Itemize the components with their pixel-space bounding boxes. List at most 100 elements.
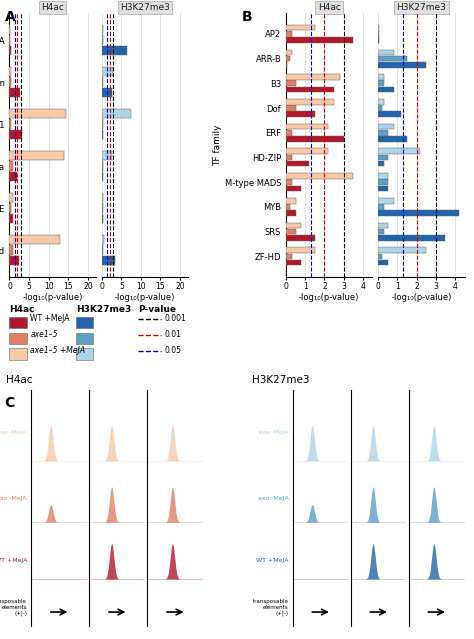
Bar [286,130,292,135]
Bar [9,109,66,118]
Bar [378,247,426,253]
Bar [286,229,296,235]
Bar [102,130,103,139]
Title: H3K27me3: H3K27me3 [396,3,447,12]
X-axis label: -log₁₀(p-value): -log₁₀(p-value) [299,293,359,302]
Text: H4ac: H4ac [6,375,33,385]
Text: H3K27me3: H3K27me3 [76,305,131,314]
Bar [378,37,379,43]
Bar [102,245,103,255]
Bar [102,119,103,129]
Title: H4ac: H4ac [318,3,341,12]
Bar [378,31,379,36]
Bar [378,62,426,68]
Text: 0.01: 0.01 [165,330,182,339]
Bar [378,136,407,142]
Bar [286,56,290,61]
Bar [378,235,446,241]
Bar [286,210,296,216]
Bar [102,256,116,265]
Bar [9,245,13,255]
Bar [378,99,384,105]
Bar [9,130,22,139]
Bar [286,99,334,105]
Bar [286,50,292,55]
Bar [9,172,18,181]
Bar [286,124,328,130]
Bar [286,148,328,154]
Bar [9,214,13,224]
Text: H3K27me3: H3K27me3 [252,375,310,385]
Text: axe -MeJA: axe -MeJA [0,430,27,435]
Bar [378,210,459,216]
Bar [378,56,407,61]
Bar [286,222,301,228]
Bar [9,35,10,45]
Title: H4ac: H4ac [41,3,64,12]
Bar [9,46,10,56]
Bar [378,130,388,135]
Text: axe -MeJA: axe -MeJA [258,430,289,435]
Bar [9,119,10,129]
Bar [378,161,384,167]
FancyBboxPatch shape [9,332,27,344]
Text: P-value: P-value [138,305,176,314]
FancyBboxPatch shape [9,317,27,328]
Bar [378,87,393,92]
Bar [9,256,19,265]
Bar [102,193,103,203]
Bar [9,67,11,77]
Bar [378,111,401,117]
Bar [378,148,420,154]
Bar [102,109,131,118]
Bar [102,235,104,244]
Bar [9,25,10,35]
FancyBboxPatch shape [9,348,27,360]
Y-axis label: TF family: TF family [213,125,222,166]
Bar [378,81,384,86]
Bar [102,161,103,171]
Bar [286,173,353,179]
Bar [102,172,103,181]
FancyBboxPatch shape [76,317,93,328]
Bar [286,25,315,31]
Bar [378,155,388,160]
Text: 0.001: 0.001 [165,314,187,323]
Bar [102,67,113,77]
Text: WT +MeJA: WT +MeJA [30,314,70,323]
Text: C: C [5,396,15,410]
Bar [286,198,296,204]
Bar [378,180,388,185]
Bar [286,247,315,253]
Bar [102,35,103,45]
Text: axe1–5: axe1–5 [30,330,58,339]
Bar [286,235,315,241]
Bar [9,203,11,213]
Bar [286,31,292,36]
Bar [9,88,20,98]
Bar [286,37,353,43]
Bar [102,88,111,98]
Text: axo -MeJA: axo -MeJA [258,496,289,501]
Text: H4ac: H4ac [9,305,35,314]
Bar [286,111,315,117]
Text: WT +MeJA: WT +MeJA [256,558,289,562]
Bar [378,173,388,179]
Bar [9,161,13,171]
Bar [286,155,292,160]
FancyBboxPatch shape [76,332,93,344]
Bar [9,151,64,160]
Text: transposable
elements
(+|-): transposable elements (+|-) [0,599,27,616]
Bar [286,259,301,265]
Text: B: B [242,10,252,24]
Bar [9,235,60,244]
Bar [286,136,344,142]
Bar [378,105,382,111]
Bar [286,180,292,185]
Bar [286,105,296,111]
Text: A: A [5,10,16,24]
X-axis label: -log₁₀(p-value): -log₁₀(p-value) [391,293,452,302]
Bar [378,74,384,80]
X-axis label: -log₁₀(p-value): -log₁₀(p-value) [115,293,175,302]
Bar [378,25,379,31]
